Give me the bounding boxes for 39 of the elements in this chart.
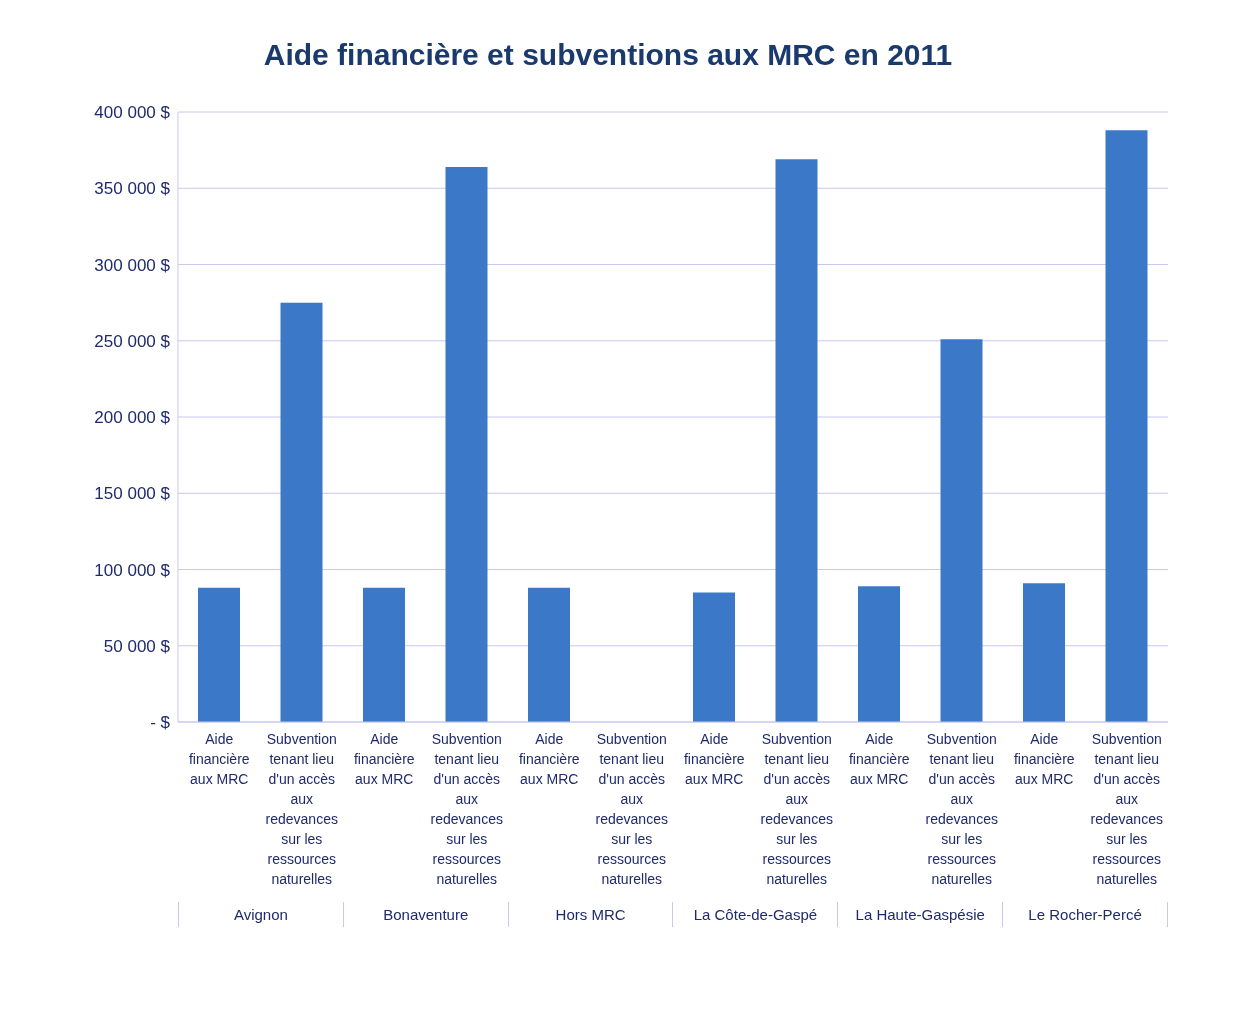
x-tick-label: Subvention tenant lieu d'un accès aux redevances sur les ressources naturelles [925, 731, 998, 887]
bar [858, 586, 900, 722]
bar [693, 592, 735, 722]
x-tick-label: Aide financière aux MRC [848, 731, 910, 787]
text: La Côte-de-Gaspé [672, 902, 838, 927]
x-tick-label: Subvention tenant lieu d'un accès aux redevances sur les ressources naturelles [430, 731, 503, 887]
text: Avignon [178, 902, 343, 927]
text: Le Rocher-Percé [1002, 902, 1168, 927]
bar [775, 159, 818, 722]
bar [280, 302, 323, 722]
text: La Haute-Gaspésie [837, 902, 1003, 927]
x-tick-label: Subvention tenant lieu d'un accès aux redevances sur les ressources naturelles [265, 731, 338, 887]
text: Hors MRC [507, 902, 673, 927]
y-tick-label: 350 000 $ [94, 179, 171, 199]
text: Bonaventure [342, 902, 508, 927]
bar [198, 587, 240, 722]
bar [1023, 583, 1065, 722]
x-tick-label: Aide financière aux MRC [1013, 731, 1075, 787]
y-tick-label: 250 000 $ [94, 331, 171, 351]
y-tick-label: 100 000 $ [94, 560, 171, 580]
bar [1105, 130, 1148, 722]
x-tick-label: Subvention tenant lieu d'un accès aux redevances sur les ressources naturelles [1090, 731, 1163, 887]
x-tick-label: Aide financière aux MRC [518, 731, 580, 787]
y-tick-label: 200 000 $ [94, 408, 171, 428]
bar [940, 339, 983, 722]
bar [363, 587, 405, 722]
y-tick-label: 150 000 $ [94, 484, 171, 504]
x-tick-label: Aide financière aux MRC [188, 731, 250, 787]
bar [445, 166, 488, 722]
x-tick-label: Subvention tenant lieu d'un accès aux redevances sur les ressources naturelles [595, 731, 668, 887]
y-tick-label: - $ [150, 713, 171, 733]
x-tick-label: Subvention tenant lieu d'un accès aux redevances sur les ressources naturelles [760, 731, 833, 887]
chart-title: Aide financière et subventions aux MRC en 2011 [262, 37, 954, 73]
x-tick-label: Aide financière aux MRC [683, 731, 745, 787]
y-tick-label: 50 000 $ [103, 636, 171, 656]
y-tick-label: 300 000 $ [94, 255, 171, 275]
bar [528, 587, 570, 722]
y-tick-label: 400 000 $ [94, 103, 171, 123]
x-tick-label: Aide financière aux MRC [353, 731, 415, 787]
